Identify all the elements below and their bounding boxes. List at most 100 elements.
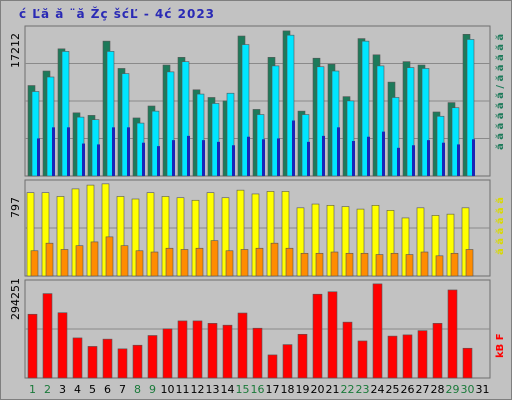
bar-middle-day-27-series-0 bbox=[416, 207, 425, 277]
bar-bottom-day-30-series-0 bbox=[462, 347, 473, 379]
bar-middle-day-4-series-0 bbox=[71, 188, 80, 277]
bar-middle-day-10-series-0 bbox=[161, 196, 170, 277]
bar-bottom-day-3-series-0 bbox=[57, 312, 68, 379]
x-tick-label-day-29: 29 bbox=[446, 383, 460, 396]
bar-middle-day-3-series-0 bbox=[56, 196, 65, 277]
x-tick-label-day-27: 27 bbox=[416, 383, 430, 396]
bar-middle-day-1-series-0 bbox=[26, 192, 35, 277]
x-tick-label-day-30: 30 bbox=[461, 383, 475, 396]
bar-bottom-day-10-series-0 bbox=[162, 328, 173, 379]
bar-middle-day-19-series-0 bbox=[296, 207, 305, 277]
bar-middle-day-16-series-1 bbox=[255, 247, 264, 277]
bar-top-day-15-series-1 bbox=[241, 44, 250, 177]
bar-top-day-20-series-1 bbox=[316, 66, 325, 177]
bar-bottom-day-8-series-0 bbox=[132, 344, 143, 379]
bar-top-day-26-series-1 bbox=[406, 67, 415, 177]
bar-middle-day-7-series-1 bbox=[120, 245, 129, 277]
bar-middle-day-29-series-0 bbox=[446, 213, 455, 277]
bar-bottom-day-13-series-0 bbox=[207, 323, 218, 379]
bar-middle-day-24-series-0 bbox=[371, 205, 380, 277]
x-tick-label-day-10: 10 bbox=[161, 383, 175, 396]
bar-bottom-day-5-series-0 bbox=[87, 346, 98, 379]
bar-top-day-29-series-1 bbox=[451, 107, 460, 177]
bar-middle-day-22-series-0 bbox=[341, 206, 350, 277]
bar-bottom-day-2-series-0 bbox=[42, 293, 53, 379]
bar-top-day-8-series-2 bbox=[142, 142, 145, 176]
bar-bottom-day-1-series-0 bbox=[27, 313, 38, 379]
bar-middle-day-20-series-0 bbox=[311, 203, 320, 277]
bar-top-day-30-series-1 bbox=[466, 39, 475, 177]
bar-middle-day-16-series-0 bbox=[251, 193, 260, 277]
bar-top-day-10-series-2 bbox=[172, 140, 175, 176]
bar-middle-day-20-series-1 bbox=[315, 252, 324, 277]
bar-middle-day-23-series-0 bbox=[356, 208, 365, 277]
x-tick-label-day-22: 22 bbox=[341, 383, 355, 396]
bar-middle-day-21-series-0 bbox=[326, 205, 335, 277]
bar-middle-day-8-series-0 bbox=[131, 198, 140, 277]
bar-middle-day-26-series-1 bbox=[405, 254, 414, 277]
bar-top-day-26-series-2 bbox=[412, 145, 415, 176]
bar-bottom-day-9-series-0 bbox=[147, 335, 158, 379]
bar-bottom-day-6-series-0 bbox=[102, 338, 113, 379]
bar-top-day-4-series-2 bbox=[82, 143, 85, 176]
bar-top-day-18-series-2 bbox=[292, 120, 295, 176]
bar-top-day-21-series-1 bbox=[331, 70, 340, 177]
x-tick-label-day-11: 11 bbox=[176, 383, 190, 396]
bar-bottom-day-26-series-0 bbox=[402, 334, 413, 379]
bar-middle-day-27-series-1 bbox=[420, 251, 429, 277]
bar-middle-day-25-series-1 bbox=[390, 252, 399, 277]
x-tick-label-day-25: 25 bbox=[386, 383, 400, 396]
bar-middle-day-24-series-1 bbox=[375, 254, 384, 277]
x-tick-label-day-19: 19 bbox=[296, 383, 310, 396]
x-tick-label-day-14: 14 bbox=[221, 383, 235, 396]
bar-top-day-16-series-2 bbox=[262, 139, 265, 176]
bar-middle-day-2-series-1 bbox=[45, 242, 54, 277]
x-tick-label-day-2: 2 bbox=[44, 383, 51, 396]
bar-top-day-24-series-1 bbox=[376, 65, 385, 177]
bar-top-day-2-series-1 bbox=[46, 76, 55, 177]
bar-middle-day-9-series-0 bbox=[146, 192, 155, 277]
bar-bottom-day-12-series-0 bbox=[192, 320, 203, 379]
bar-middle-day-8-series-1 bbox=[135, 250, 144, 277]
bar-top-day-7-series-2 bbox=[127, 127, 130, 176]
bar-bottom-day-16-series-0 bbox=[252, 327, 263, 379]
bar-middle-day-18-series-1 bbox=[285, 247, 294, 277]
bar-middle-day-15-series-1 bbox=[240, 249, 249, 277]
bar-middle-day-17-series-1 bbox=[270, 242, 279, 277]
bar-bottom-day-4-series-0 bbox=[72, 337, 83, 379]
x-tick-label-day-7: 7 bbox=[119, 383, 126, 396]
bar-top-day-25-series-1 bbox=[391, 97, 400, 177]
bar-bottom-day-28-series-0 bbox=[432, 323, 443, 379]
bar-top-day-6-series-1 bbox=[106, 51, 115, 177]
x-tick-label-day-9: 9 bbox=[149, 383, 156, 396]
bar-top-day-3-series-2 bbox=[67, 127, 70, 176]
y-axis-label-middle: 797 bbox=[9, 197, 22, 218]
x-tick-label-day-3: 3 bbox=[59, 383, 66, 396]
bar-middle-day-5-series-1 bbox=[90, 241, 99, 277]
bar-top-day-27-series-1 bbox=[421, 68, 430, 177]
bar-top-day-27-series-2 bbox=[427, 140, 430, 176]
bar-top-day-28-series-2 bbox=[442, 142, 445, 176]
bar-top-day-9-series-2 bbox=[157, 146, 160, 176]
bar-top-day-10-series-1 bbox=[166, 71, 175, 177]
bar-middle-day-21-series-1 bbox=[330, 251, 339, 277]
bar-bottom-day-25-series-0 bbox=[387, 335, 398, 379]
bar-bottom-day-15-series-0 bbox=[237, 312, 248, 379]
bar-bottom-day-7-series-0 bbox=[117, 348, 128, 379]
bar-middle-day-26-series-0 bbox=[401, 217, 410, 277]
bar-bottom-day-20-series-0 bbox=[312, 293, 323, 379]
x-tick-label-day-13: 13 bbox=[206, 383, 220, 396]
bar-bottom-day-23-series-0 bbox=[357, 340, 368, 379]
bar-top-day-12-series-2 bbox=[202, 140, 205, 176]
chart-title: ć Ľă ă ¨ă Žç šćĽ - 4ć 2023 bbox=[19, 7, 216, 21]
x-tick-label-day-17: 17 bbox=[266, 383, 280, 396]
bar-middle-day-3-series-1 bbox=[60, 249, 69, 277]
bar-top-day-11-series-2 bbox=[187, 135, 190, 176]
bar-top-day-20-series-2 bbox=[322, 135, 325, 176]
x-tick-label-day-31: 31 bbox=[476, 383, 490, 396]
bar-top-day-13-series-1 bbox=[211, 103, 220, 177]
bar-top-day-2-series-2 bbox=[52, 127, 55, 176]
bar-bottom-day-22-series-0 bbox=[342, 321, 353, 379]
bar-top-day-5-series-2 bbox=[97, 144, 100, 176]
legend-label-bottom: kB F bbox=[495, 333, 506, 358]
